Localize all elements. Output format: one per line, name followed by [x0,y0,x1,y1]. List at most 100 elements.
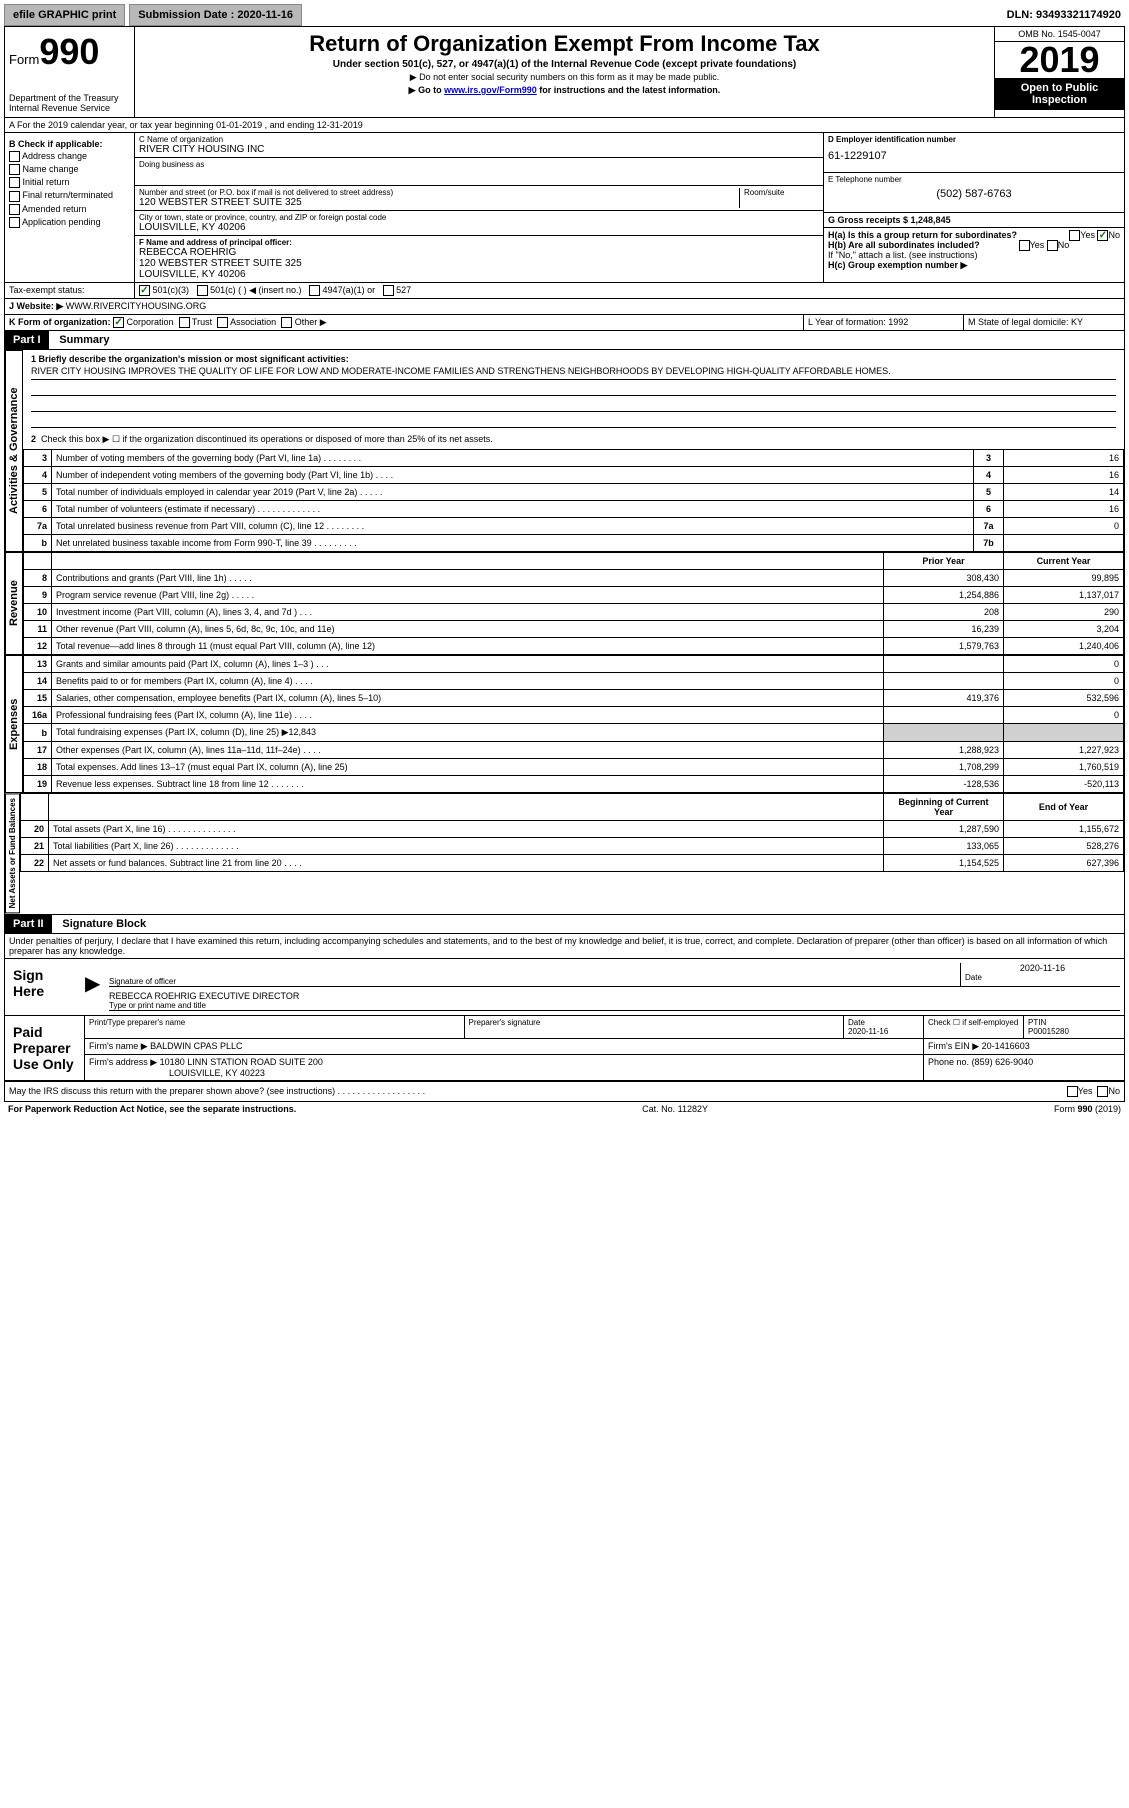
form-header: Form990 Department of the Treasury Inter… [4,26,1125,118]
may-yes[interactable] [1067,1086,1078,1097]
officer-name-title: REBECCA ROEHRIG EXECUTIVE DIRECTOR [109,991,1120,1001]
paid-prep-label: Paid Preparer Use Only [5,1016,85,1080]
table-row: 6Total number of volunteers (estimate if… [24,501,1124,518]
subtitle-2: ▶ Do not enter social security numbers o… [143,72,986,83]
part2-title: Signature Block [54,918,146,930]
check-4947[interactable] [309,285,320,296]
irs-link[interactable]: www.irs.gov/Form990 [444,85,537,95]
sig-officer-label: Signature of officer [109,977,960,986]
ein-value: 61-1229107 [828,150,1120,162]
table-row: 7aTotal unrelated business revenue from … [24,518,1124,535]
tab-revenue: Revenue [5,552,23,655]
check-initial[interactable] [9,177,20,188]
tax-status-label: Tax-exempt status: [5,283,135,298]
line2-text: Check this box ▶ ☐ if the organization d… [41,434,493,444]
room-label: Room/suite [744,188,819,197]
ha-row: H(a) Is this a group return for subordin… [828,230,1120,240]
footer-left: For Paperwork Reduction Act Notice, see … [8,1104,296,1114]
part1-label: Part I [5,331,49,349]
table-row: bTotal fundraising expenses (Part IX, co… [24,724,1124,742]
addr-value: 120 WEBSTER STREET SUITE 325 [139,197,739,208]
subtitle-1: Under section 501(c), 527, or 4947(a)(1)… [143,59,986,70]
dln-label: DLN: 93493321174920 [1003,5,1125,25]
l-year: L Year of formation: 1992 [804,315,964,330]
check-address[interactable] [9,151,20,162]
table-row: 5Total number of individuals employed in… [24,484,1124,501]
section-a: A For the 2019 calendar year, or tax yea… [5,118,1124,132]
check-trust[interactable] [179,317,190,328]
check-assoc[interactable] [217,317,228,328]
table-row: 22Net assets or fund balances. Subtract … [21,855,1124,872]
officer-addr2: LOUISVILLE, KY 40206 [139,269,819,280]
dept-label: Department of the Treasury Internal Reve… [9,93,130,113]
table-row: 11Other revenue (Part VIII, column (A), … [24,621,1124,638]
declaration-text: Under penalties of perjury, I declare th… [4,934,1125,959]
check-name[interactable] [9,164,20,175]
check-pending[interactable] [9,217,20,228]
table-row: 18Total expenses. Add lines 13–17 (must … [24,759,1124,776]
website-label: J Website: ▶ [9,301,63,311]
table-row: bNet unrelated business taxable income f… [24,535,1124,552]
check-501c[interactable] [197,285,208,296]
tab-expenses: Expenses [5,655,23,793]
table-row: 19Revenue less expenses. Subtract line 1… [24,776,1124,793]
ptin-value: P00015280 [1028,1027,1069,1036]
form-number: Form990 [9,31,130,73]
org-name: RIVER CITY HOUSING INC [139,144,819,155]
footer-mid: Cat. No. 11282Y [642,1104,708,1114]
officer-addr1: 120 WEBSTER STREET SUITE 325 [139,258,819,269]
expenses-table: 13Grants and similar amounts paid (Part … [23,655,1124,793]
check-501c3[interactable] [139,285,150,296]
part1-title: Summary [51,334,109,346]
line1-label: 1 Briefly describe the organization's mi… [31,354,1116,364]
table-row: 21Total liabilities (Part X, line 26) . … [21,838,1124,855]
date-label: Date [965,973,1120,982]
tab-net: Net Assets or Fund Balances [5,793,20,913]
section-b-checks: B Check if applicable: Address change Na… [5,133,135,282]
org-name-label: C Name of organization [139,135,819,144]
check-corp[interactable] [113,317,124,328]
addr-label: Number and street (or P.O. box if mail i… [139,188,739,197]
table-row: 4Number of independent voting members of… [24,467,1124,484]
firm-ein: 20-1416603 [982,1041,1030,1051]
type-label: Type or print name and title [109,1001,1120,1010]
tel-label: E Telephone number [828,175,1120,184]
arrow-icon: ▶ [85,959,105,1015]
mission-text: RIVER CITY HOUSING IMPROVES THE QUALITY … [31,366,1116,380]
tax-year: 2019 [995,42,1124,78]
may-no[interactable] [1097,1086,1108,1097]
city-label: City or town, state or province, country… [139,213,819,222]
website-value: WWW.RIVERCITYHOUSING.ORG [66,301,207,311]
gross-label: G Gross receipts $ 1,248,845 [828,215,951,225]
ha-no[interactable] [1097,230,1108,241]
firm-addr2: LOUISVILLE, KY 40223 [89,1068,265,1078]
prep-sig-label: Preparer's signature [465,1016,845,1038]
ha-yes[interactable] [1069,230,1080,241]
open-inspection: Open to Public Inspection [995,78,1124,110]
check-self: Check ☐ if self-employed [924,1016,1024,1038]
table-row: 15Salaries, other compensation, employee… [24,690,1124,707]
check-other[interactable] [281,317,292,328]
submission-btn[interactable]: Submission Date : 2020-11-16 [129,4,302,26]
efile-btn[interactable]: efile GRAPHIC print [4,4,125,26]
dba-label: Doing business as [139,160,819,169]
governance-table: 3Number of voting members of the governi… [23,449,1124,552]
m-state: M State of legal domicile: KY [964,315,1124,330]
check-amended[interactable] [9,204,20,215]
net-table: Beginning of Current YearEnd of Year 20T… [20,793,1124,872]
table-row: 20Total assets (Part X, line 16) . . . .… [21,821,1124,838]
hb-yes[interactable] [1019,240,1030,251]
officer-label: F Name and address of principal officer: [139,238,819,247]
hb-note: If "No," attach a list. (see instruction… [828,250,1120,260]
tel-value: (502) 587-6763 [828,188,1120,200]
check-527[interactable] [383,285,394,296]
table-row: 12Total revenue—add lines 8 through 11 (… [24,638,1124,655]
k-label: K Form of organization: [9,317,111,327]
table-row: 17Other expenses (Part IX, column (A), l… [24,742,1124,759]
topbar: efile GRAPHIC print Submission Date : 20… [4,4,1125,26]
tab-governance: Activities & Governance [5,350,23,552]
prep-name-label: Print/Type preparer's name [85,1016,465,1038]
check-final[interactable] [9,191,20,202]
hb-no[interactable] [1047,240,1058,251]
table-row: 3Number of voting members of the governi… [24,450,1124,467]
